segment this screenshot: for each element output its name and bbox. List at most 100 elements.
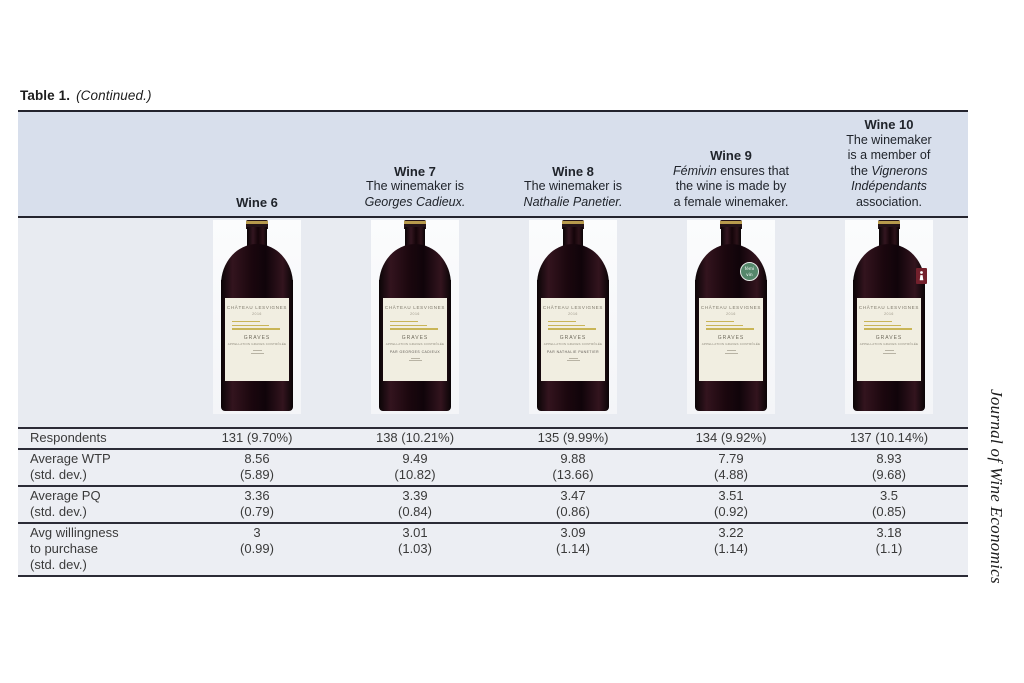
wine-title: Wine 6	[236, 194, 278, 210]
label-gold-lines	[232, 321, 289, 330]
results-table: Wine 6 Wine 7 The winemaker is Georges Cadi…	[18, 110, 968, 577]
label-chateau-text: CHÂTEAU LESVIGNES	[542, 305, 604, 310]
cell-value-line: (0.79)	[240, 504, 274, 519]
label-chateau-text: CHÂTEAU LESVIGNES	[384, 305, 446, 310]
cell-respondents-wine10: 137 (10.14%)	[810, 430, 968, 446]
cell-value-line: 134 (9.92%)	[695, 430, 767, 445]
wine-bottle-photo: CHÂTEAU LESVIGNES 2016 GRAVES APPELLATIO…	[371, 220, 459, 414]
cell-value-line: 3.18	[876, 525, 902, 540]
cell-average-pq-wine10: 3.5 (0.85)	[810, 488, 968, 520]
bottle-front-label: CHÂTEAU LESVIGNES 2016 GRAVES APPELLATIO…	[541, 298, 605, 381]
cell-value-line: (1.03)	[398, 541, 432, 556]
cell-average-wtp-wine6: 8.56 (5.89)	[178, 451, 336, 483]
column-header-wine10: Wine 10 The winemaker is a member of the Vi…	[810, 112, 968, 216]
bottle-capsule	[404, 220, 426, 229]
cell-value-line: 9.88	[560, 451, 586, 466]
bottle-neck	[247, 227, 267, 247]
bottles-spacer-cell	[18, 218, 178, 427]
column-header-wine7: Wine 7 The winemaker is Georges Cadieux.	[336, 112, 494, 216]
column-header-wine9: Wine 9 Fémivin ensures that the wine is ma…	[652, 112, 810, 216]
bottle-capsule	[562, 220, 584, 229]
cell-respondents-wine8: 135 (9.99%)	[494, 430, 652, 446]
row-label-line: (std. dev.)	[30, 504, 87, 519]
label-winemaker-text: PAR GEORGES CADIEUX	[389, 349, 441, 354]
cell-value-line: 3.36	[244, 488, 270, 503]
journal-name-sidebar: Journal of Wine Economics	[987, 389, 1006, 584]
cell-value-line: (0.86)	[556, 504, 590, 519]
wine-description-line: Indépendants	[851, 179, 927, 193]
cell-value-line: (0.92)	[714, 504, 748, 519]
cell-value-line: (0.84)	[398, 504, 432, 519]
label-gold-lines	[548, 321, 605, 330]
vignerons-independants-badge	[916, 268, 927, 284]
wine-description-line: Georges Cadieux.	[364, 194, 466, 209]
wine-description-line: The winemaker is	[524, 179, 622, 193]
table-row-avg-willingness-to-purchase: Avg willingness to purchase (std. dev.) 3 (0…	[18, 522, 968, 577]
label-chateau-text: CHÂTEAU LESVIGNES	[700, 305, 762, 310]
label-vintage-year: 2016	[884, 312, 894, 316]
cell-value-line: 3.51	[718, 488, 744, 503]
femivin-badge-text: fémi	[744, 266, 755, 272]
label-footer-marks	[383, 357, 447, 362]
cell-avg-willingness-to-purchase-wine8: 3.09 (1.14)	[494, 525, 652, 573]
label-region-text: GRAVES	[243, 334, 271, 341]
cell-value-line: 135 (9.99%)	[537, 430, 609, 445]
wine-description-line: association.	[855, 194, 922, 209]
cell-avg-willingness-to-purchase-wine9: 3.22 (1.14)	[652, 525, 810, 573]
bottle-capsule	[720, 220, 742, 229]
bottle-front-label: CHÂTEAU LESVIGNES 2016 GRAVES APPELLATIO…	[857, 298, 921, 381]
wine-bottle-photo: CHÂTEAU LESVIGNES 2016 GRAVES APPELLATIO…	[529, 220, 617, 414]
wine-title: Wine 7	[394, 163, 436, 179]
wine-bottle-photo: CHÂTEAU LESVIGNES 2016 GRAVES APPELLATIO…	[687, 220, 775, 414]
label-chateau-text: CHÂTEAU LESVIGNES	[858, 305, 920, 310]
cell-value-line: (1.14)	[714, 541, 748, 556]
wine-bottle-cell-wine9: CHÂTEAU LESVIGNES 2016 GRAVES APPELLATIO…	[652, 218, 810, 427]
label-appellation-text: APPELLATION GRAVES CONTRÔLÉE	[701, 342, 761, 347]
bottle-neck	[563, 227, 583, 247]
cell-avg-willingness-to-purchase-wine10: 3.18 (1.1)	[810, 525, 968, 573]
column-header-wine8: Wine 8 The winemaker is Nathalie Panetier.	[494, 112, 652, 216]
cell-respondents-wine9: 134 (9.92%)	[652, 430, 810, 446]
row-label-respondents: Respondents	[18, 430, 178, 446]
cell-average-pq-wine8: 3.47 (0.86)	[494, 488, 652, 520]
cell-value-line: (13.66)	[552, 467, 594, 482]
wine-title: Wine 9	[710, 148, 752, 163]
bottle-neck	[405, 227, 425, 247]
wine-description-line: The winemaker is	[366, 179, 464, 193]
bottle-front-label: CHÂTEAU LESVIGNES 2016 GRAVES APPELLATIO…	[225, 298, 289, 381]
cell-value-line: (5.89)	[240, 467, 274, 482]
wine-description-line: Nathalie Panetier.	[523, 194, 623, 209]
label-region-text: GRAVES	[401, 334, 429, 341]
label-footer-marks	[857, 350, 921, 354]
header-spacer-cell	[18, 112, 178, 216]
cell-value-line: (10.82)	[394, 467, 436, 482]
row-label-line: Respondents	[30, 430, 107, 445]
bottle-neck	[879, 227, 899, 247]
wine-description-line: the wine is made by	[675, 179, 787, 193]
cell-value-line: (0.85)	[872, 504, 906, 519]
wine-bottle-cell-wine10: CHÂTEAU LESVIGNES 2016 GRAVES APPELLATIO…	[810, 218, 968, 427]
table-row-average-pq: Average PQ (std. dev.) 3.36 (0.79) 3.39 (0.84…	[18, 485, 968, 522]
cell-average-pq-wine7: 3.39 (0.84)	[336, 488, 494, 520]
table-body: Respondents 131 (9.70%) 138 (10.21%) 135 (9…	[18, 427, 968, 577]
label-appellation-text: APPELLATION GRAVES CONTRÔLÉE	[543, 342, 603, 347]
bottle-capsule	[246, 220, 268, 229]
cell-value-line: 131 (9.70%)	[221, 430, 293, 445]
label-appellation-text: APPELLATION GRAVES CONTRÔLÉE	[227, 342, 287, 347]
cell-value-line: (1.14)	[556, 541, 590, 556]
cell-value-line: 3.5	[879, 488, 899, 503]
label-gold-lines	[864, 321, 921, 330]
label-footer-marks	[225, 350, 289, 354]
bottle-front-label: CHÂTEAU LESVIGNES 2016 GRAVES APPELLATIO…	[699, 298, 763, 381]
table-row-respondents: Respondents 131 (9.70%) 138 (10.21%) 135 (9…	[18, 427, 968, 448]
cell-average-wtp-wine7: 9.49 (10.82)	[336, 451, 494, 483]
label-vintage-year: 2016	[410, 312, 420, 316]
cell-value-line: 3.39	[402, 488, 428, 503]
row-label-line: Average PQ	[30, 488, 101, 503]
label-winemaker-text: PAR NATHALIE PANETIER	[546, 349, 600, 354]
wine-bottle-cell-wine7: CHÂTEAU LESVIGNES 2016 GRAVES APPELLATIO…	[336, 218, 494, 427]
cell-value-line: (4.88)	[714, 467, 748, 482]
cell-value-line: 3.09	[560, 525, 586, 540]
label-region-text: GRAVES	[559, 334, 587, 341]
label-appellation-text: APPELLATION GRAVES CONTRÔLÉE	[385, 342, 445, 347]
